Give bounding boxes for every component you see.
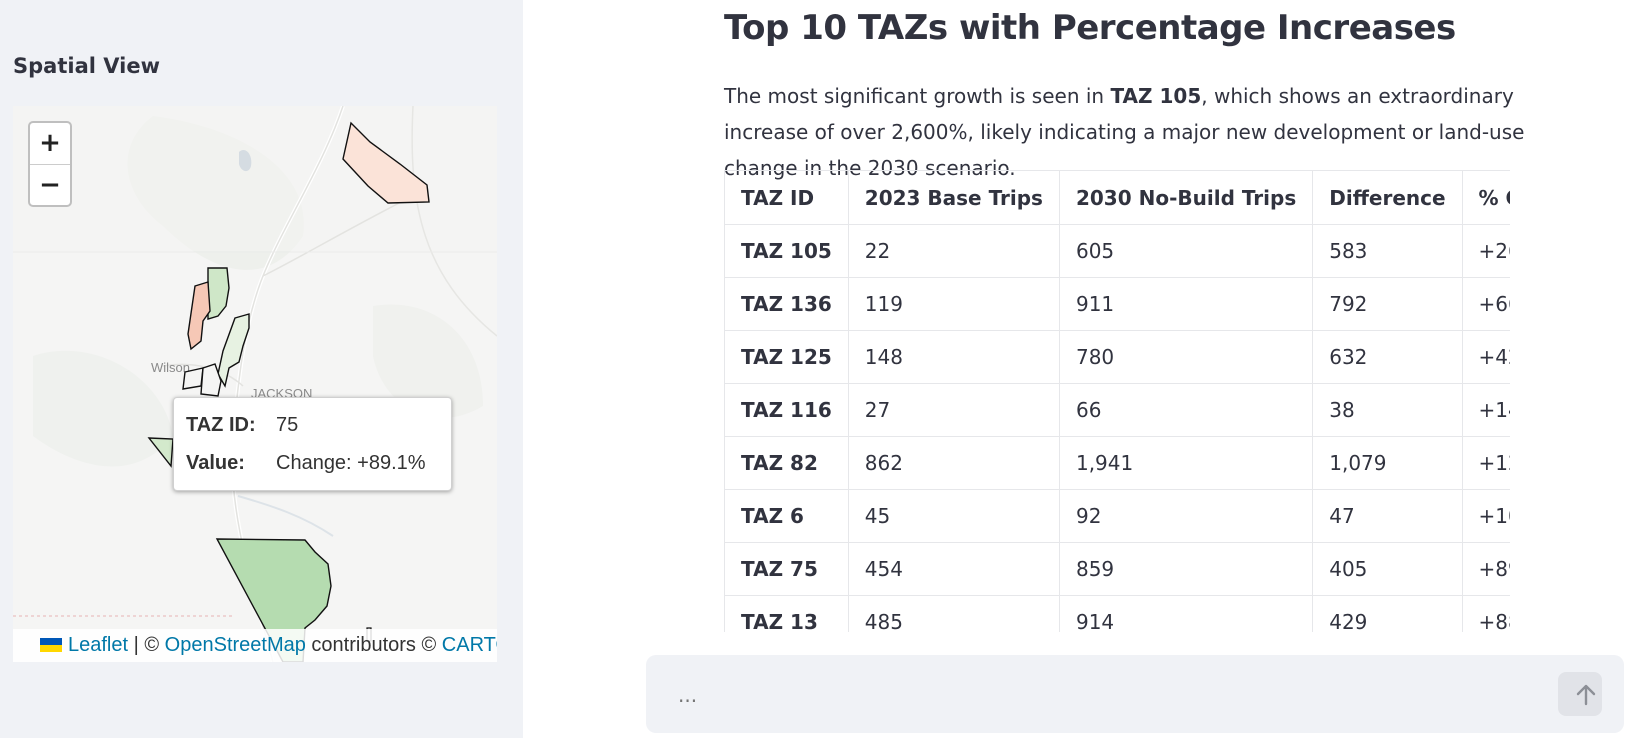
table-row: TAZ 82 862 1,941 1,079 +125.1% xyxy=(724,436,1510,490)
intro-text-bold: TAZ 105 xyxy=(1110,84,1202,108)
intro-paragraph: The most significant growth is seen in T… xyxy=(724,78,1604,186)
cell-difference: 38 xyxy=(1312,383,1463,437)
table-row: TAZ 75 454 859 405 +89.1% xyxy=(724,542,1510,596)
ukraine-flag-icon xyxy=(40,638,62,652)
cell-difference: 1,079 xyxy=(1312,436,1463,490)
cell-taz-id: TAZ 105 xyxy=(724,224,849,278)
arrow-up-icon xyxy=(1576,684,1596,706)
send-button[interactable] xyxy=(1558,672,1602,716)
osm-link[interactable]: OpenStreetMap xyxy=(164,634,306,656)
carto-link[interactable]: CARTO xyxy=(441,634,497,656)
cell-nobuild-trips: 605 xyxy=(1058,224,1314,278)
cell-base-trips: 148 xyxy=(847,330,1060,384)
cell-pct-change: +105.4% xyxy=(1461,489,1510,543)
spatial-map[interactable]: Wilson JACKSON + − TAZ ID: 75 Value: Chang… xyxy=(13,106,497,662)
cell-difference: 405 xyxy=(1312,542,1463,596)
cell-base-trips: 485 xyxy=(847,595,1060,632)
cell-taz-id: TAZ 13 xyxy=(724,595,849,632)
cell-difference: 429 xyxy=(1312,595,1463,632)
cell-taz-id: TAZ 116 xyxy=(724,383,849,437)
attribution-contributors: contributors © xyxy=(305,634,442,656)
cell-base-trips: 27 xyxy=(847,383,1060,437)
column-header-pct-change: % Change xyxy=(1461,170,1510,225)
leaflet-link[interactable]: Leaflet xyxy=(68,634,129,656)
cell-pct-change: +88.5% xyxy=(1461,595,1510,632)
sidebar-title: Spatial View xyxy=(13,54,160,78)
table-header-row: TAZ ID 2023 Base Trips 2030 No-Build Tri… xyxy=(724,170,1510,225)
taz-polygon[interactable] xyxy=(342,121,430,204)
cell-difference: 792 xyxy=(1312,277,1463,331)
page-title: Top 10 TAZs with Percentage Increases xyxy=(724,8,1456,48)
cell-base-trips: 862 xyxy=(847,436,1060,490)
table-row: TAZ 125 148 780 632 +427.1% xyxy=(724,330,1510,384)
column-header-base-trips: 2023 Base Trips xyxy=(847,170,1060,225)
zoom-control: + − xyxy=(28,121,72,207)
cell-base-trips: 454 xyxy=(847,542,1060,596)
cell-nobuild-trips: 911 xyxy=(1058,277,1314,331)
cell-difference: 47 xyxy=(1312,489,1463,543)
cell-nobuild-trips: 66 xyxy=(1058,383,1314,437)
table-row: TAZ 116 27 66 38 +140.5% xyxy=(724,383,1510,437)
cell-taz-id: TAZ 75 xyxy=(724,542,849,596)
cell-nobuild-trips: 1,941 xyxy=(1058,436,1314,490)
cell-nobuild-trips: 92 xyxy=(1058,489,1314,543)
table-row: TAZ 6 45 92 47 +105.4% xyxy=(724,489,1510,543)
cell-taz-id: TAZ 6 xyxy=(724,489,849,543)
column-header-nobuild-trips: 2030 No-Build Trips xyxy=(1058,170,1314,225)
taz-polygon[interactable] xyxy=(217,313,250,388)
cell-pct-change: +140.5% xyxy=(1461,383,1510,437)
cell-nobuild-trips: 859 xyxy=(1058,542,1314,596)
column-header-difference: Difference xyxy=(1312,170,1463,225)
cell-pct-change: +427.1% xyxy=(1461,330,1510,384)
place-label-wilson: Wilson xyxy=(151,360,190,375)
sidebar: Spatial View Wilson JACKSON xyxy=(0,0,523,738)
intro-text-after: , which shows an extraordinary increase … xyxy=(724,84,1525,180)
cell-pct-change: +665.2% xyxy=(1461,277,1510,331)
tooltip-value-value: Change: +89.1% xyxy=(276,452,426,474)
taz-polygon[interactable] xyxy=(187,281,211,351)
taz-polygon[interactable] xyxy=(200,363,222,397)
cell-difference: 632 xyxy=(1312,330,1463,384)
cell-pct-change: +125.1% xyxy=(1461,436,1510,490)
map-attribution: Leaflet | © OpenStreetMap contributors ©… xyxy=(13,629,497,662)
map-basemap: Wilson JACKSON xyxy=(13,106,497,662)
cell-difference: 583 xyxy=(1312,224,1463,278)
results-table-container[interactable]: TAZ ID 2023 Base Trips 2030 No-Build Tri… xyxy=(724,170,1510,632)
cell-taz-id: TAZ 125 xyxy=(724,330,849,384)
cell-base-trips: 119 xyxy=(847,277,1060,331)
chat-input-bar xyxy=(646,655,1624,733)
taz-polygon[interactable] xyxy=(147,437,174,468)
table-row: TAZ 136 119 911 792 +665.2% xyxy=(724,277,1510,331)
cell-nobuild-trips: 780 xyxy=(1058,330,1314,384)
chat-input[interactable] xyxy=(676,677,1500,713)
tooltip-id-label: TAZ ID: xyxy=(186,414,256,436)
cell-nobuild-trips: 914 xyxy=(1058,595,1314,632)
column-header-taz-id: TAZ ID xyxy=(724,170,849,225)
cell-taz-id: TAZ 136 xyxy=(724,277,849,331)
intro-text-before: The most significant growth is seen in xyxy=(724,84,1111,108)
table-row: TAZ 105 22 605 583 +2634.9% xyxy=(724,224,1510,278)
tooltip-id-row: TAZ ID: 75 xyxy=(186,414,298,437)
zoom-in-button[interactable]: + xyxy=(30,123,70,165)
cell-pct-change: +89.1% xyxy=(1461,542,1510,596)
taz-polygon[interactable] xyxy=(207,267,230,320)
cell-base-trips: 22 xyxy=(847,224,1060,278)
table-row: TAZ 13 485 914 429 +88.5% xyxy=(724,595,1510,632)
cell-taz-id: TAZ 82 xyxy=(724,436,849,490)
results-table: TAZ ID 2023 Base Trips 2030 No-Build Tri… xyxy=(724,170,1510,632)
taz-polygon[interactable] xyxy=(182,367,204,390)
cell-base-trips: 45 xyxy=(847,489,1060,543)
attribution-separator: | © xyxy=(128,634,165,656)
zoom-out-button[interactable]: − xyxy=(39,170,61,200)
tooltip-id-value: 75 xyxy=(276,414,299,436)
cell-pct-change: +2634.9% xyxy=(1461,224,1510,278)
map-tooltip: TAZ ID: 75 Value: Change: +89.1% xyxy=(173,397,452,491)
tooltip-value-label: Value: xyxy=(186,452,245,474)
tooltip-value-row: Value: Change: +89.1% xyxy=(186,452,426,475)
